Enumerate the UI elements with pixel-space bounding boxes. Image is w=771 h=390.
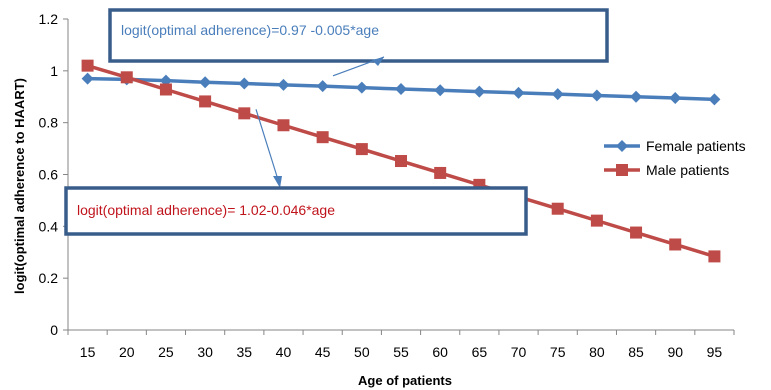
x-tick-label: 65: [472, 344, 488, 360]
male-data-point: [81, 59, 94, 72]
x-tick-label: 35: [237, 344, 253, 360]
annotations-group: logit(optimal adherence)=0.97 -0.005*age…: [64, 8, 609, 236]
female-data-point: [630, 90, 643, 103]
male-data-point: [159, 83, 172, 96]
male-equation-arrowhead: [273, 176, 282, 188]
female-data-point: [277, 78, 290, 91]
legend-marker-square: [616, 164, 628, 176]
y-tick-label: 0: [50, 322, 58, 338]
female-equation-text: logit(optimal adherence)=0.97 -0.005*age: [121, 22, 379, 38]
female-data-point: [355, 81, 368, 94]
female-data-point: [316, 80, 329, 93]
y-tick-label: 1.2: [39, 11, 59, 27]
y-tick-label: 0.2: [39, 270, 59, 286]
female-data-point: [81, 72, 94, 85]
female-data-point: [669, 92, 682, 105]
y-axis-title-group: logit(optimal adherence to HAART): [12, 78, 27, 294]
female-equation-box: [108, 8, 609, 63]
x-tick-label: 85: [628, 344, 644, 360]
x-tick-label: 95: [707, 344, 723, 360]
male-data-point: [395, 155, 407, 168]
series-group: [81, 59, 721, 263]
male-data-point: [551, 202, 564, 215]
male-data-point: [238, 107, 251, 120]
x-axis-title: Age of patients: [358, 373, 452, 388]
male-data-point: [355, 143, 368, 156]
female-data-point: [551, 88, 564, 101]
ticks-group: 0 0.2 0.4 0.6 0.8 1 1.2 15 20 25 30 35 40 45 50 55 60 65 7…: [39, 11, 735, 360]
x-tick-label: 50: [354, 344, 370, 360]
male-data-point: [199, 95, 212, 108]
legend-label-1: Female patients: [646, 138, 746, 154]
male-data-point: [120, 71, 133, 84]
female-data-point: [434, 84, 447, 97]
male-data-point: [434, 166, 447, 179]
x-tick-label: 45: [315, 344, 331, 360]
x-tick-label: 80: [589, 344, 605, 360]
x-tick-label: 90: [667, 344, 683, 360]
legend-label-2: Male patients: [646, 162, 729, 178]
x-tick-label: 25: [158, 344, 174, 360]
y-tick-label: 0.4: [39, 218, 59, 234]
legend: Female patients Male patients: [604, 138, 746, 178]
female-data-point: [590, 89, 603, 102]
y-tick-label: 0.8: [39, 115, 59, 131]
male-data-point: [277, 119, 290, 132]
y-axis-title: logit(optimal adherence to HAART): [12, 78, 27, 294]
x-tick-label: 30: [197, 344, 213, 360]
male-data-point: [630, 226, 643, 239]
female-data-point: [473, 85, 486, 98]
x-tick-label: 70: [511, 344, 527, 360]
x-tick-label: 15: [80, 344, 96, 360]
x-tick-label: 55: [393, 344, 409, 360]
female-equation-arrowhead: [372, 57, 384, 66]
male-equation-text: logit(optimal adherence)= 1.02-0.046*age: [77, 202, 335, 218]
female-data-point: [708, 93, 721, 106]
male-data-point: [590, 214, 603, 227]
legend-marker-diamond: [616, 140, 628, 152]
female-data-point: [199, 76, 212, 89]
female-data-point: [395, 82, 407, 95]
male-equation-box: [64, 186, 528, 236]
male-data-point: [316, 131, 329, 144]
male-equation-arrow: [255, 109, 281, 187]
female-data-point: [238, 77, 251, 90]
y-tick-label: 0.6: [39, 167, 59, 183]
x-tick-label: 20: [119, 344, 135, 360]
male-data-point: [669, 238, 682, 251]
x-tick-label: 40: [276, 344, 292, 360]
x-tick-label: 60: [432, 344, 448, 360]
x-tick-label: 75: [550, 344, 566, 360]
male-data-point: [708, 250, 721, 263]
female-data-point: [512, 86, 525, 99]
y-tick-label: 1: [50, 63, 58, 79]
